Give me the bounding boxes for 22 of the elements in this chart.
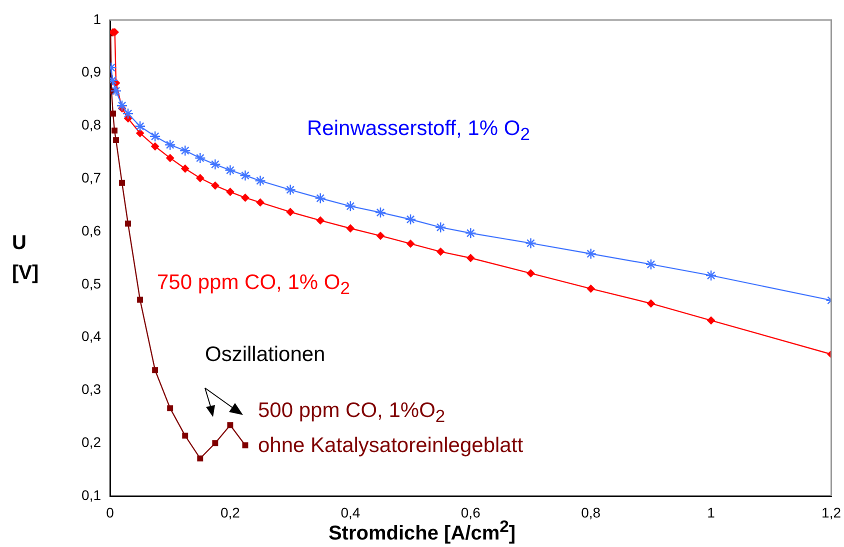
y-tick-label: 0,8 [82, 116, 102, 133]
y-tick-label: 0,4 [82, 328, 102, 344]
y-tick-label: 1 [93, 10, 102, 27]
series-label: 750 ppm CO, 1% O$_{2}$ [157, 270, 350, 300]
y-tick-label: 0,9 [82, 64, 102, 80]
x-tick-label: 0,8 [581, 504, 601, 520]
x-tick-label: 0 [106, 504, 114, 520]
x-tick-label: 0,6 [460, 504, 481, 520]
y-tick-label: 0,7 [82, 170, 102, 186]
y-tick-label: 0,3 [82, 381, 102, 398]
y-tick-label: 0,6 [82, 222, 102, 238]
y-axis-title: U [V] [12, 231, 39, 286]
x-tick-label: 0,2 [220, 504, 240, 520]
y-tick-label: 0,5 [82, 275, 102, 292]
y-tick-label: 0,1 [82, 486, 102, 503]
x-tick-label: 1,2 [822, 504, 842, 520]
y-tick-label: 0,2 [82, 434, 102, 450]
x-tick-label: 1 [707, 504, 716, 520]
x-tick-label: 0,4 [340, 504, 360, 520]
annotation: Oszillationen [205, 342, 326, 368]
series-label: 500 ppm CO, 1%O$_{2}$ ohne Katalysatoreinlegeblatt [258, 398, 524, 460]
text: Reinwasserstoff, 1% O$_{2}$ [307, 116, 530, 146]
